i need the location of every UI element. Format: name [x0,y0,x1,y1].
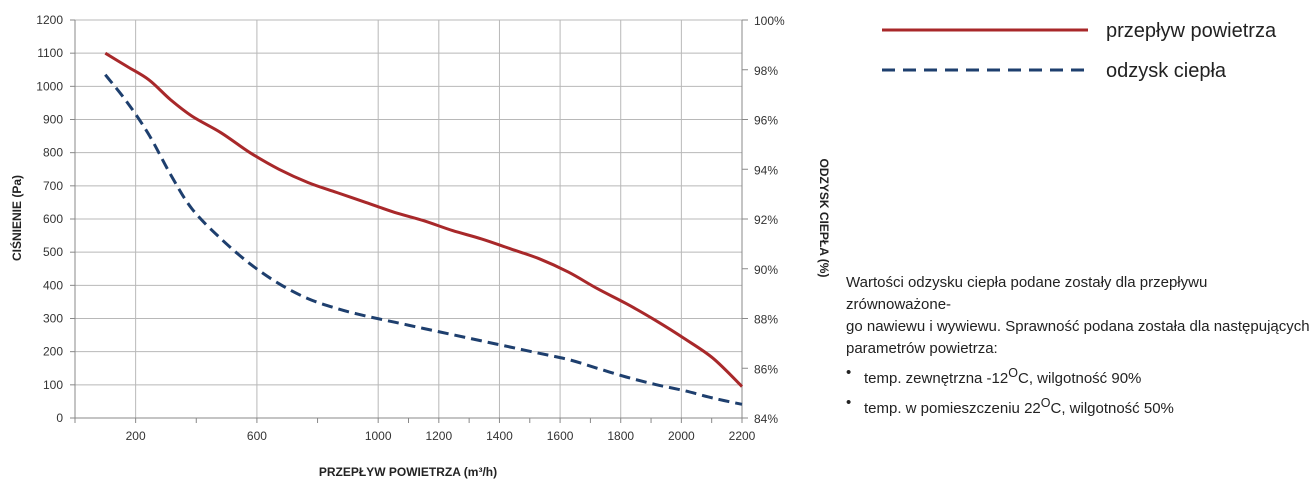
series-line-heat-recovery [104,73,743,406]
tick-label-left-3: 300 [43,312,63,326]
tick-label-right-5: 94% [754,163,778,177]
ticks: 0 100 200 300 400 500 600 700 800 900 1000 1100 1200… [36,13,785,443]
note-bullet-indoor-prefix: temp. w pomieszczeniu 22 [864,400,1041,417]
note-bullet-outdoor-degree: O [1008,366,1018,380]
tick-label-x-8: 2200 [729,429,756,443]
tick-label-left-7: 700 [43,179,63,193]
tick-label-right-3: 90% [754,263,778,277]
tick-label-left-12: 1200 [36,13,63,27]
note-text: Wartości odzysku ciepła podane zostały d… [846,272,1316,360]
note-bullet-indoor-degree: O [1040,396,1051,410]
tick-label-x-3: 1200 [425,429,452,443]
tick-label-right-6: 96% [754,114,778,128]
series-line-airflow [104,51,744,388]
series [104,51,744,406]
y-axis-right-title: ODZYSK CIEPŁA (%) [817,159,831,278]
tick-label-x-5: 1600 [547,429,574,443]
tick-label-left-6: 600 [43,212,63,226]
note-bullet-indoor: temp. w pomieszczeniu 22OC, wilgotność 5… [846,392,1316,420]
tick-label-right-8: 100% [754,14,785,28]
tick-label-left-1: 100 [43,378,63,392]
note-bullet-outdoor-prefix: temp. zewnętrzna -12 [864,370,1009,387]
grid [75,19,743,419]
tick-label-right-7: 98% [754,64,778,78]
note-bullet-outdoor-suffix: C, wilgotność 90% [1017,370,1142,387]
tick-label-x-1: 600 [247,429,267,443]
legend: przepływ powietrza odzysk ciepła [882,20,1277,82]
tick-label-left-9: 900 [43,113,63,127]
tick-label-right-1: 86% [754,362,778,376]
x-axis-title: PRZEPŁYW POWIETRZA (m³/h) [319,465,497,479]
tick-label-x-7: 2000 [668,429,695,443]
tick-label-x-6: 1800 [607,429,634,443]
note-text-content: Wartości odzysku ciepła podane zostały d… [846,274,1310,357]
legend-label-0: przepływ powietrza [1106,20,1277,42]
note-bullet-outdoor: temp. zewnętrzna -12OC, wilgotność 90% [846,362,1316,390]
tick-label-right-2: 88% [754,313,778,327]
tick-label-right-4: 92% [754,213,778,227]
y-axis-left-title: CIŚNIENIE (Pa) [9,175,24,261]
tick-label-left-4: 400 [43,278,63,292]
tick-label-x-4: 1400 [486,429,513,443]
tick-label-left-10: 1000 [36,79,63,93]
legend-label-1: odzysk ciepła [1106,60,1227,82]
tick-label-left-5: 500 [43,245,63,259]
tick-label-left-2: 200 [43,345,63,359]
tick-label-left-0: 0 [56,411,63,425]
chart-note: Wartości odzysku ciepła podane zostały d… [846,272,1316,420]
note-bullets: temp. zewnętrzna -12OC, wilgotność 90% t… [846,362,1316,420]
tick-label-x-2: 1000 [365,429,392,443]
tick-label-x-0: 200 [126,429,146,443]
tick-label-left-8: 800 [43,146,63,160]
note-bullet-indoor-suffix: C, wilgotność 50% [1050,400,1174,417]
tick-label-left-11: 1100 [37,46,63,60]
tick-label-right-0: 84% [754,412,778,426]
